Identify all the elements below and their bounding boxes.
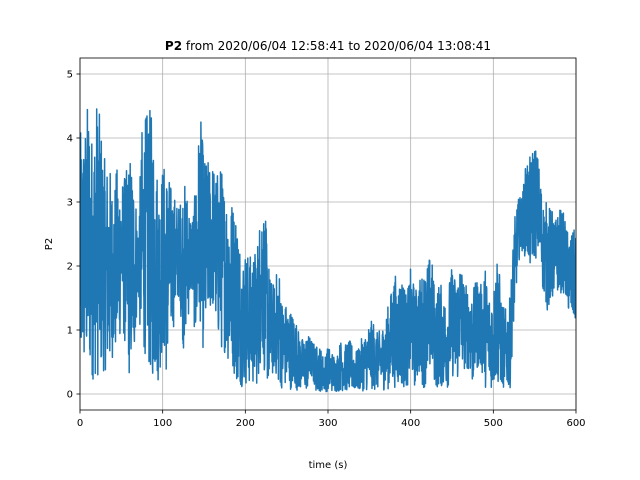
- y-tick-label: 1: [67, 326, 73, 337]
- chart-title-bold: P2: [165, 39, 182, 53]
- x-tick-label: 0: [77, 418, 83, 429]
- x-tick-label: 200: [236, 418, 255, 429]
- y-axis-ticks: 0 1 2 3 4 5: [67, 70, 80, 401]
- series-p2: [80, 108, 576, 393]
- y-tick-label: 0: [67, 390, 73, 401]
- chart-title-rest: from 2020/06/04 12:58:41 to 2020/06/04 1…: [182, 39, 491, 53]
- x-tick-label: 600: [566, 418, 585, 429]
- x-tick-label: 300: [318, 418, 337, 429]
- y-tick-label: 2: [67, 262, 73, 273]
- x-axis-label: time (s): [309, 460, 348, 471]
- series-line: [80, 108, 576, 393]
- x-axis-ticks: 0 100 200 300 400 500 600: [77, 410, 586, 429]
- y-tick-label: 3: [67, 198, 73, 209]
- chart-title: P2 from 2020/06/04 12:58:41 to 2020/06/0…: [165, 39, 491, 53]
- y-tick-label: 4: [67, 134, 73, 145]
- x-tick-label: 500: [484, 418, 503, 429]
- x-tick-label: 100: [153, 418, 172, 429]
- y-tick-label: 5: [67, 70, 73, 81]
- x-tick-label: 400: [401, 418, 420, 429]
- y-axis-label: P2: [44, 238, 55, 250]
